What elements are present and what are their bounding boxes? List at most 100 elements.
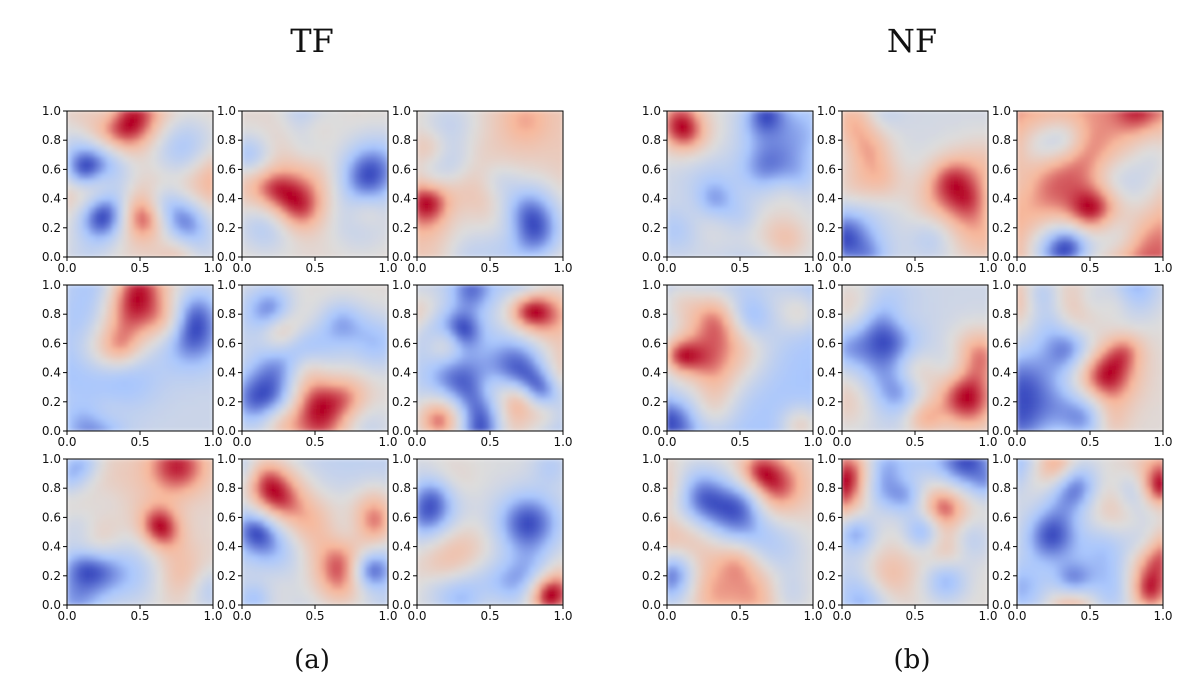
heatmap-cell [439,385,446,393]
heatmap-cell [534,340,542,348]
heatmap-cell [264,121,271,129]
heatmap-cell [167,587,175,595]
heatmap-cell [83,133,90,140]
heatmap-cell [557,150,563,157]
heatmap-cell [179,548,186,555]
heatmap-cell [190,178,197,185]
heatmap-cell [331,172,338,179]
heatmap-cell [100,189,107,196]
heatmap-cell [314,194,322,202]
heatmap-cell [150,335,158,342]
heatmap-cell [139,526,147,533]
heatmap-cell [106,380,113,387]
heatmap-cell [106,397,113,404]
heatmap-cell [145,397,152,404]
heatmap-cell [173,116,180,123]
heatmap-cell [354,206,361,213]
heatmap-cell [247,599,254,605]
heatmap-cell [100,571,107,578]
heatmap-cell [309,290,316,297]
heatmap-cell [314,391,322,398]
heatmap-cell [173,554,180,561]
heatmap-cell [106,178,113,185]
heatmap-cell [331,183,338,191]
heatmap-cell [314,144,322,151]
heatmap-cell [195,307,203,314]
heatmap-cell [500,312,508,320]
heatmap-cell [320,138,327,146]
heatmap-cell [150,374,158,381]
heatmap-cell [292,211,299,219]
heatmap-cell [422,290,429,297]
heatmap-cell [484,217,491,224]
heatmap-cell [467,138,474,146]
heatmap-cell [156,492,163,499]
heatmap-cell [122,531,130,539]
heatmap-cell [128,363,135,370]
heatmap-cell [77,397,85,404]
heatmap-cell [517,223,525,230]
heatmap-cell [545,307,553,314]
heatmap-cell [359,127,367,134]
heatmap-cell [83,408,90,415]
heatmap-cell [512,251,519,257]
heatmap-cell [467,385,474,393]
heatmap-cell [134,194,141,202]
heatmap-cell [162,189,169,196]
heatmap-cell [365,178,372,185]
heatmap-cell [495,239,502,247]
heatmap-cell [444,329,452,337]
x-tick-label: 1.0 [378,435,397,449]
heatmap-cell [292,228,299,236]
heatmap-cell [139,481,147,488]
heatmap-cell [275,285,282,292]
heatmap-cell [500,419,508,426]
heatmap-cell [506,312,513,320]
heatmap-cell [472,391,480,398]
heatmap-cell [173,239,180,247]
heatmap-cell [269,408,277,415]
heatmap-cell [342,419,350,426]
heatmap-cell [242,228,249,236]
heatmap-cell [450,200,457,207]
heatmap-cell [337,324,344,331]
heatmap-cell [179,121,186,129]
heatmap-cell [72,531,79,539]
heatmap-cell [247,295,254,303]
heatmap-cell [337,363,344,370]
heatmap-cell [190,576,197,584]
heatmap-cell [529,413,536,421]
heatmap-cell [314,368,322,376]
heatmap-cell [439,111,446,118]
heatmap-cell [545,234,553,241]
heatmap-cell [195,554,203,561]
heatmap-cell [337,385,344,393]
heatmap-cell [422,155,429,163]
heatmap-cell [439,425,446,431]
heatmap-cell [258,178,265,185]
heatmap-cell [264,234,271,241]
heatmap-cell [506,251,513,257]
heatmap-cell [297,121,305,129]
heatmap-cell [128,324,135,331]
heatmap-cell [100,211,107,219]
heatmap-cell [534,200,542,207]
heatmap-cell [281,211,288,219]
heatmap-cell [100,391,107,398]
heatmap-cell [67,509,74,516]
heatmap-cell [100,312,107,320]
heatmap-cell [83,425,90,431]
heatmap-cell [162,571,169,578]
heatmap-cell [370,285,378,292]
heatmap-cell [467,116,474,123]
heatmap-cell [545,150,553,157]
heatmap-cell [106,531,113,539]
heatmap-cell [337,217,344,224]
heatmap-cell [325,582,333,589]
heatmap-cell [348,408,355,415]
heatmap-cell [342,290,350,297]
heatmap-cell [292,245,299,252]
heatmap-cell [320,200,327,207]
heatmap-cell [72,397,79,404]
heatmap-cell [370,111,378,118]
